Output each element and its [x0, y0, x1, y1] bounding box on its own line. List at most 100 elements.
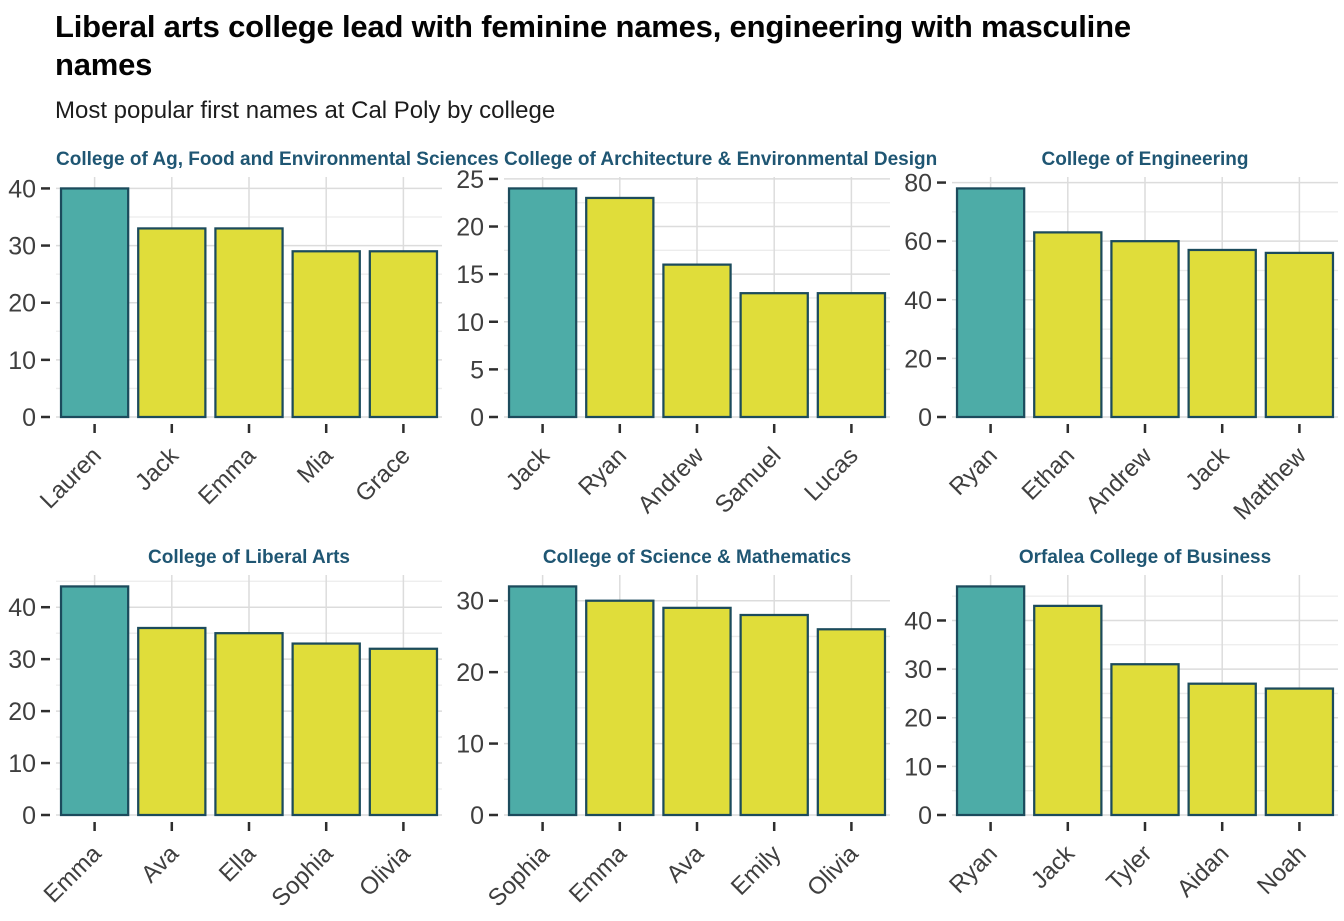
bar — [585, 196, 655, 419]
y-tick-label: 10 — [456, 731, 484, 759]
bar — [137, 227, 207, 419]
x-tick-label: Emma — [39, 840, 108, 909]
facet-panel: College of Liberal Arts 0 10 20 30 40 Emma Ava… — [0, 545, 448, 920]
y-tick-label: 10 — [8, 750, 36, 778]
bar — [1187, 682, 1257, 817]
x-tick-label: Ella — [214, 840, 262, 888]
facet-panel: College of Science & Mathematics 0 10 20 30… — [448, 545, 896, 920]
bar — [1264, 251, 1335, 419]
bar — [955, 585, 1026, 817]
facet-title: College of Science & Mathematics — [542, 547, 852, 568]
bar — [1033, 231, 1103, 419]
y-tick-label: 20 — [456, 659, 484, 687]
bar — [585, 599, 655, 817]
y-tick-label: 30 — [8, 233, 36, 261]
y-tick-label: 80 — [904, 170, 932, 198]
facet-chart-svg: 0 10 20 30 40 Ryan Jack Tyler Aidan Noah — [904, 575, 1338, 903]
bar — [214, 632, 284, 817]
x-tick-label: Jack — [1026, 839, 1081, 894]
x-tick-label: Tyler — [1101, 840, 1157, 896]
y-tick-label: 0 — [22, 802, 36, 830]
bar — [739, 613, 809, 817]
x-tick-label: Ava — [661, 840, 709, 888]
bar — [59, 585, 130, 817]
bar — [368, 647, 439, 817]
facet-chart-svg: 0 10 20 30 Sophia Emma Ava Emily Olivia — [456, 575, 890, 912]
y-tick-label: 30 — [904, 656, 932, 684]
bar — [1110, 240, 1180, 419]
y-tick-label: 20 — [456, 214, 484, 242]
bar — [1187, 248, 1257, 419]
x-tick-label: Matthew — [1228, 442, 1312, 526]
x-tick-label: Ryan — [573, 442, 632, 501]
x-tick-label: Emily — [726, 840, 787, 901]
y-tick-label: 0 — [918, 404, 932, 432]
y-tick-label: 0 — [918, 802, 932, 830]
facet-panel: College of Architecture & Environmental … — [448, 147, 938, 522]
y-tick-label: 0 — [22, 404, 36, 432]
chart-header: Liberal arts college lead with feminine … — [55, 8, 1195, 125]
y-tick-label: 10 — [904, 753, 932, 781]
y-tick-label: 20 — [8, 290, 36, 318]
x-tick-label: Ryan — [944, 840, 1003, 899]
bar — [291, 642, 361, 817]
y-tick-label: 60 — [904, 228, 932, 256]
y-tick-label: 15 — [456, 261, 484, 289]
y-tick-label: 30 — [456, 588, 484, 616]
bar — [739, 292, 809, 419]
y-tick-label: 5 — [470, 356, 484, 384]
y-tick-label: 40 — [904, 607, 932, 635]
x-tick-label: Ethan — [1017, 442, 1080, 505]
y-tick-label: 0 — [470, 404, 484, 432]
facet-chart-svg: 0 5 10 15 20 25 Jack Ryan Andrew Samuel Lucas — [456, 166, 890, 519]
bar — [59, 187, 130, 419]
bar — [368, 250, 439, 419]
x-tick-label: Jack — [501, 441, 556, 496]
facet-title: College of Engineering — [1041, 149, 1249, 170]
y-tick-label: 10 — [456, 309, 484, 337]
facet-chart-svg: 0 10 20 30 40 Emma Ava Ella Sophia Olivia — [8, 575, 442, 912]
bar — [816, 292, 887, 419]
bar — [955, 187, 1026, 419]
bar — [214, 227, 284, 419]
x-tick-label: Samuel — [710, 442, 787, 519]
x-tick-label: Jack — [130, 441, 185, 496]
facet-panel: Orfalea College of Business 0 10 20 30 40 Rya… — [896, 545, 1344, 920]
x-tick-label: Jack — [1180, 441, 1235, 496]
bar — [1264, 687, 1335, 817]
facet-title: Orfalea College of Business — [1018, 547, 1272, 568]
x-tick-label: Olivia — [354, 840, 416, 902]
x-tick-label: Sophia — [267, 840, 339, 912]
x-tick-label: Andrew — [633, 442, 710, 519]
facet-panel: College of Engineering 0 20 40 60 80 Ryan Etha… — [896, 147, 1344, 525]
bar — [507, 585, 578, 817]
bar — [662, 263, 732, 419]
x-tick-label: Emma — [193, 442, 262, 511]
x-tick-label: Ava — [136, 840, 184, 888]
facet-chart-svg: 0 10 20 30 40 Lauren Jack Emma Mia Grace — [8, 175, 442, 514]
x-tick-label: Ryan — [944, 442, 1003, 501]
bar — [507, 187, 578, 419]
y-tick-label: 20 — [8, 698, 36, 726]
x-tick-label: Lauren — [35, 442, 107, 514]
bar — [1110, 663, 1180, 817]
y-tick-label: 10 — [8, 347, 36, 375]
x-tick-label: Olivia — [802, 840, 864, 902]
x-tick-label: Emma — [564, 840, 633, 909]
y-tick-label: 40 — [904, 287, 932, 315]
x-tick-label: Aidan — [1172, 840, 1235, 903]
x-tick-label: Lucas — [799, 442, 863, 506]
x-tick-label: Mia — [292, 442, 339, 489]
facet-panel: College of Ag, Food and Environmental Sc… — [0, 147, 499, 522]
chart-subtitle: Most popular first names at Cal Poly by … — [55, 97, 556, 124]
bar — [291, 250, 361, 419]
bar — [1033, 604, 1103, 817]
bar — [662, 606, 732, 817]
y-tick-label: 25 — [456, 166, 484, 194]
bar — [816, 628, 887, 817]
facet-title: College of Liberal Arts — [148, 547, 350, 568]
facet-title: College of Architecture & Environmental … — [504, 149, 938, 170]
y-tick-label: 0 — [470, 802, 484, 830]
y-tick-label: 20 — [904, 345, 932, 373]
